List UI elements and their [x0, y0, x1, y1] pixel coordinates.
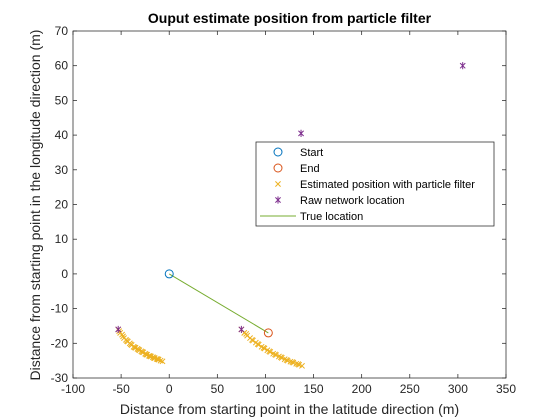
- y-tick-label: -30: [51, 371, 69, 385]
- y-tick-label: 30: [55, 163, 69, 177]
- end-point: [263, 328, 273, 338]
- y-axis-label: Distance from starting point in the long…: [27, 30, 43, 381]
- y-tick-label: 70: [55, 24, 69, 38]
- y-tick-label: 0: [61, 267, 68, 281]
- estimated-point: [159, 358, 166, 365]
- y-tick-label: -20: [51, 336, 69, 350]
- estimated-point: [299, 362, 305, 369]
- legend-label-start: Start: [300, 147, 323, 159]
- x-axis-label: Distance from starting point in the lati…: [120, 401, 459, 417]
- estimated-point: [154, 356, 161, 363]
- estimated-point: [260, 344, 267, 351]
- x-tick-label: 300: [448, 382, 468, 396]
- legend-label-estimated: Estimated position with particle filter: [300, 179, 475, 191]
- estimated-point: [147, 353, 153, 360]
- raw-network-point: [115, 325, 122, 334]
- data-layer: [115, 62, 466, 369]
- estimated-point: [131, 344, 138, 351]
- legend-label-end: End: [300, 163, 320, 175]
- start-point: [164, 269, 174, 279]
- x-tick-label: 100: [255, 382, 275, 396]
- estimated-point: [289, 359, 296, 365]
- estimated-point: [135, 346, 142, 353]
- estimated-point: [127, 341, 134, 348]
- estimated-point: [139, 349, 146, 355]
- estimated-point: [283, 357, 290, 363]
- y-tick-label: -10: [51, 302, 69, 316]
- x-tick-label: 150: [304, 382, 324, 396]
- estimated-point: [275, 353, 282, 360]
- x-tick-label: -50: [112, 382, 130, 396]
- legend-symbols: [260, 147, 296, 217]
- estimated-point: [249, 336, 255, 343]
- legend-marker-symbol: [273, 147, 283, 157]
- legend: Start End Estimated position with partic…: [255, 141, 495, 227]
- raw-network-point: [238, 325, 245, 334]
- estimated-point: [266, 348, 273, 355]
- x-tick-label: 50: [211, 382, 225, 396]
- legend-label-raw: Raw network location: [300, 195, 405, 207]
- raw-network-point: [459, 62, 466, 70]
- estimated-point: [143, 351, 150, 358]
- legend-label-true: True location: [300, 211, 363, 223]
- y-tick-label: 10: [55, 232, 69, 246]
- y-tick-label: 40: [55, 128, 69, 142]
- estimated-point: [243, 330, 250, 337]
- estimated-point: [254, 341, 261, 347]
- estimated-point: [157, 357, 164, 364]
- x-tick-label: -100: [61, 382, 85, 396]
- estimated-point: [150, 354, 157, 361]
- raw-network-point: [298, 129, 305, 137]
- legend-marker-symbol: [273, 163, 283, 173]
- y-tick-label: 20: [55, 198, 69, 212]
- y-tick-label: 60: [55, 59, 69, 73]
- estimated-point: [270, 350, 277, 357]
- x-tick-label: 0: [166, 382, 173, 396]
- legend-box: [255, 141, 495, 227]
- estimated-point: [116, 328, 123, 335]
- axis-ticks: -100 -50 0 50 100 150 200 250 300 350-30-20-10010…: [51, 24, 517, 396]
- estimated-point: [281, 356, 288, 363]
- chart-title: Ouput estimate position from particle fi…: [148, 10, 432, 26]
- x-tick-label: 250: [400, 382, 420, 396]
- true-location-line: [168, 273, 269, 334]
- x-tick-label: 200: [352, 382, 372, 396]
- estimated-point: [272, 351, 279, 358]
- x-tick-label: 350: [496, 382, 516, 396]
- legend-marker-symbol: [275, 181, 281, 187]
- estimated-point: [295, 361, 302, 368]
- y-tick-label: 50: [55, 93, 69, 107]
- estimated-point: [277, 354, 284, 361]
- legend-marker-symbol: [275, 196, 281, 204]
